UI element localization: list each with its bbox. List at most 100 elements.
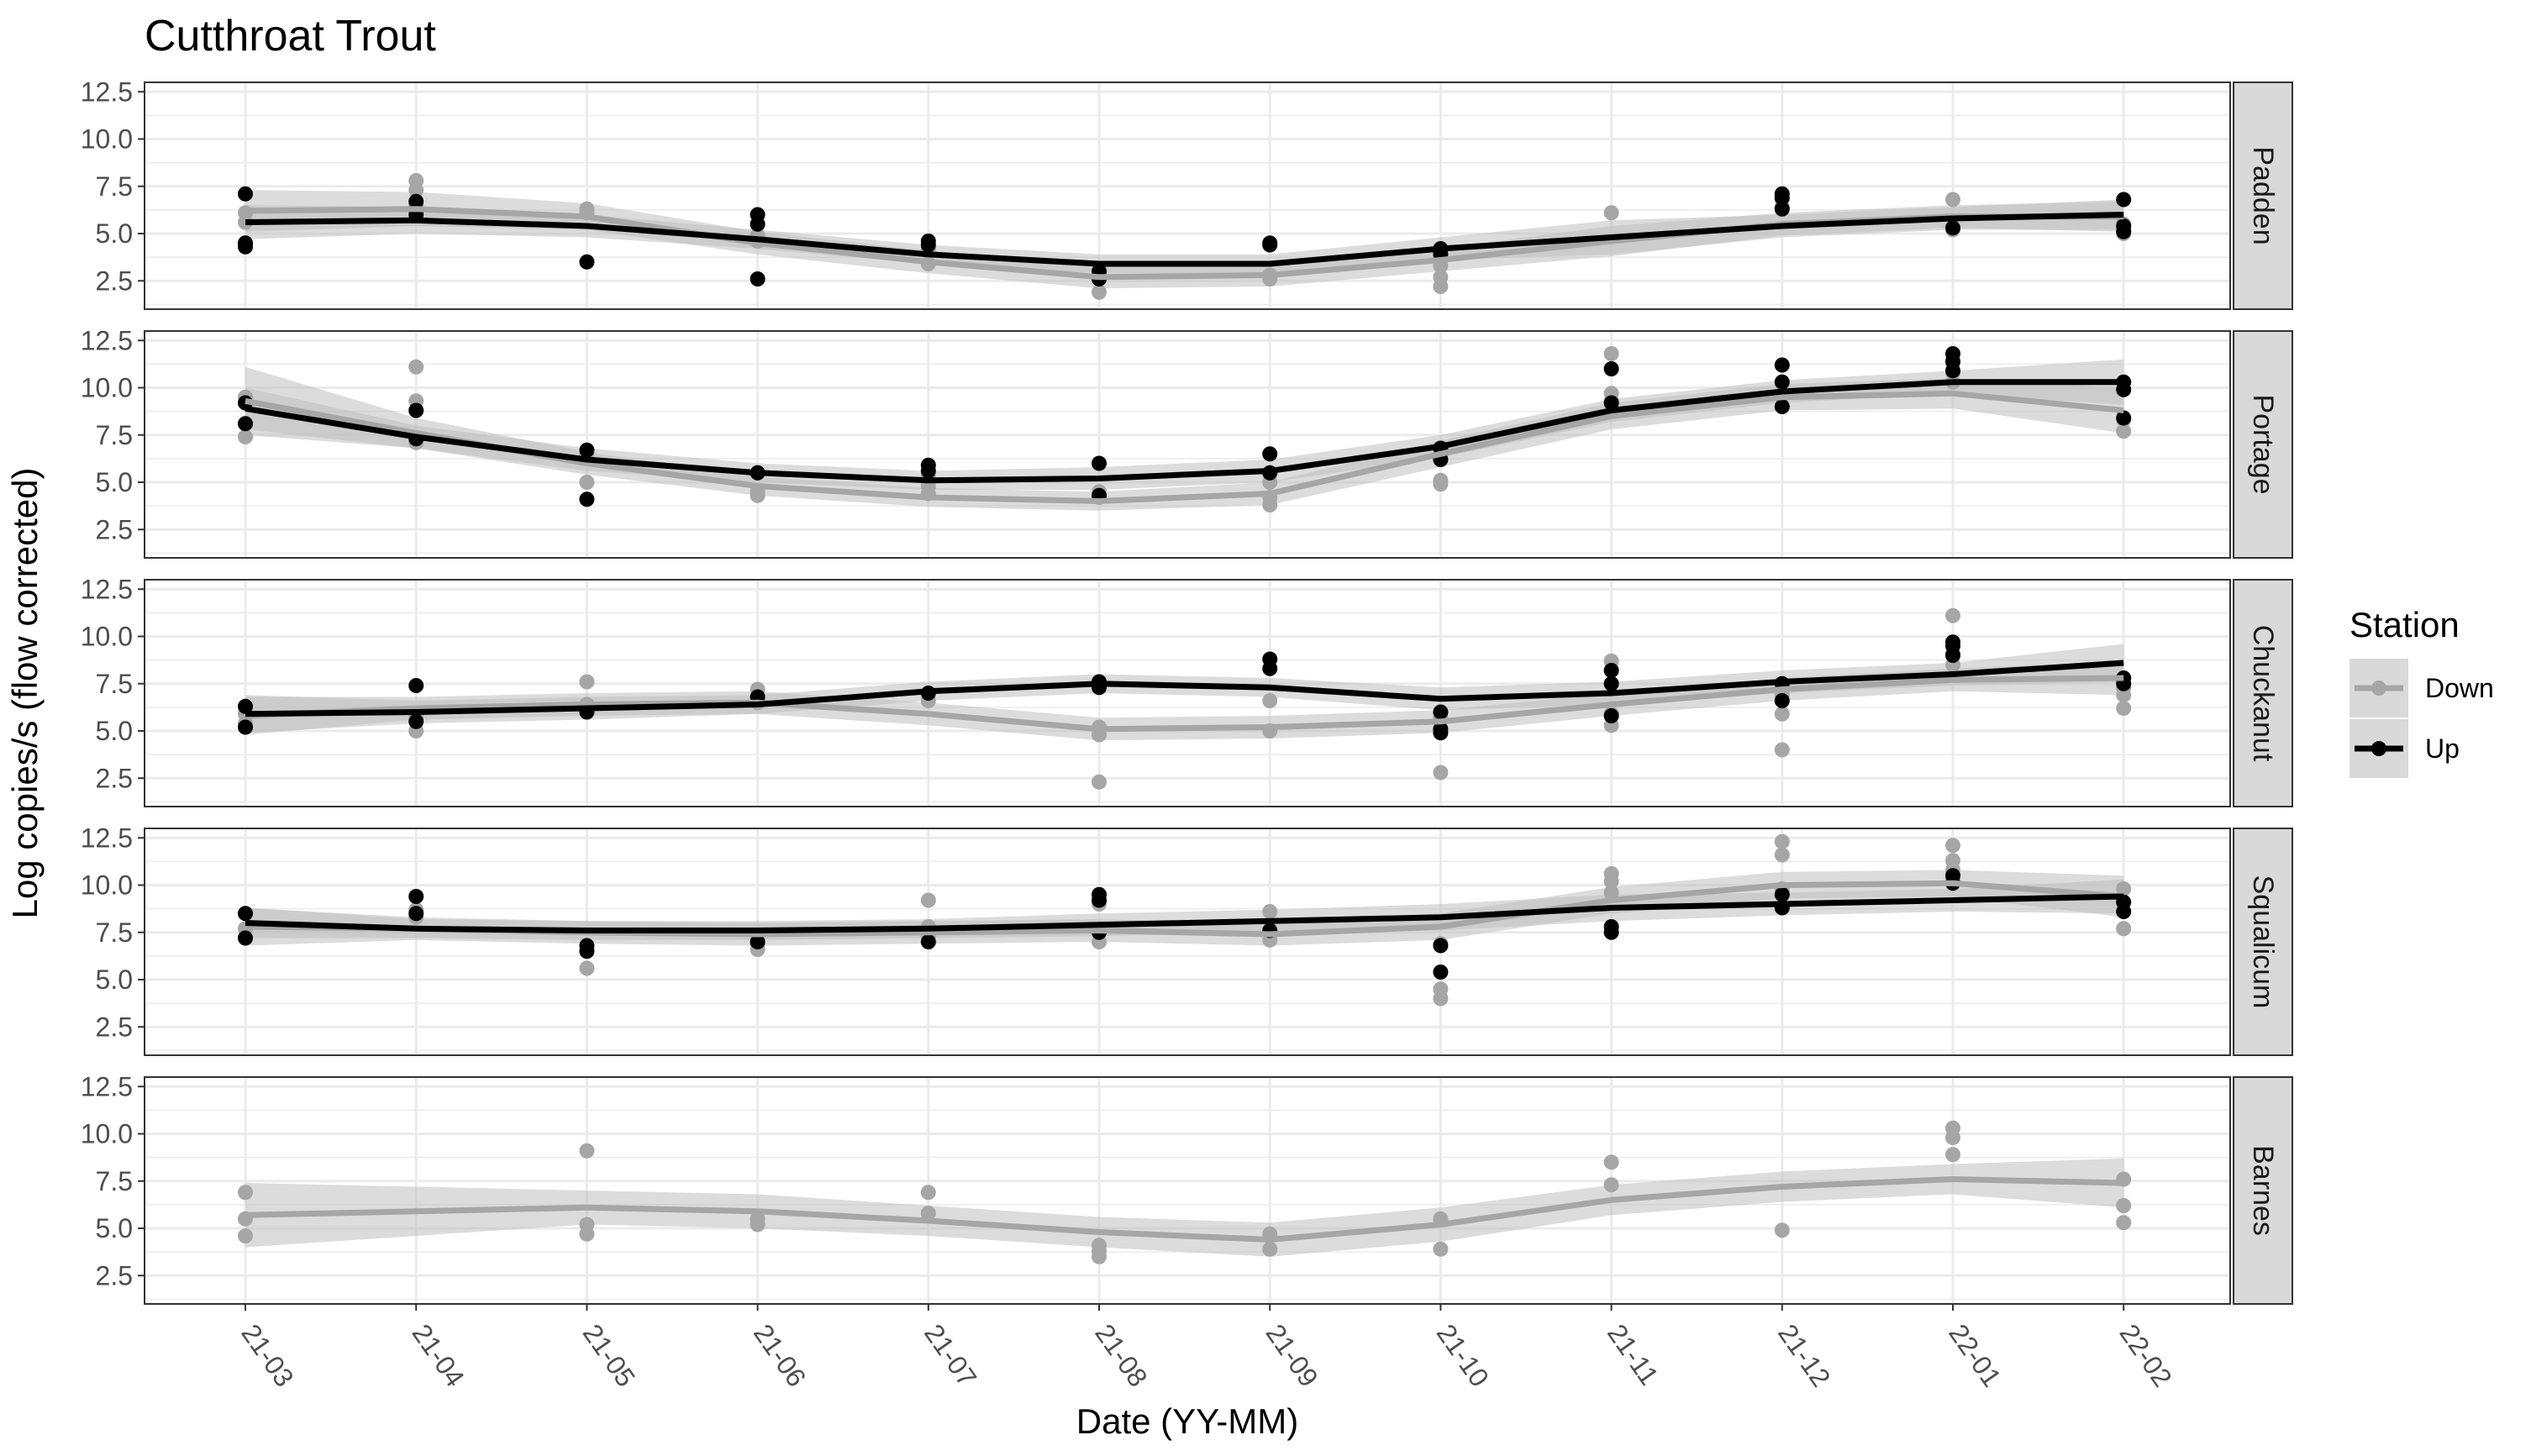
x-tick-label: 22-01 [1943,1318,2007,1392]
data-point-up [2116,223,2132,239]
data-point-up [920,934,936,949]
data-point-up [1774,357,1790,373]
data-point-down [1774,847,1790,863]
data-point-down [1603,885,1619,901]
data-point-down [579,1143,595,1159]
data-point-down [1262,1241,1278,1257]
smooth-line-up [245,660,2124,717]
y-tick-label: 7.5 [96,171,133,202]
data-point-down [2116,1215,2132,1231]
data-point-down [1945,1130,1960,1145]
data-point-up [1603,395,1619,411]
chart-title: Cutthroat Trout [145,12,436,60]
data-point-down [1774,742,1790,758]
data-point-down [1603,1154,1619,1170]
x-tick-label: 21-06 [748,1318,812,1392]
y-axis-title: Log copies/s (flow corrected) [5,468,45,919]
smooth-line-down [245,675,2124,733]
data-point-up [1262,446,1278,462]
facet-panel-padden: 2.5 5.0 7.5 10.0 12.5 Padden [81,76,2293,310]
data-point-up [1774,374,1790,390]
legend-key-point [2371,681,2386,696]
data-point-down [2116,921,2132,937]
data-point-down [1945,192,1960,208]
data-point-down [1433,279,1449,294]
data-point-up [1945,363,1960,379]
data-point-down [1433,476,1449,492]
data-point-down [1774,706,1790,722]
data-point-down [920,1185,936,1201]
data-point-down [238,1228,253,1243]
data-point-up [408,906,424,922]
data-point-up [238,906,253,922]
y-tick-label: 2.5 [96,265,133,296]
smooth-line-up [245,893,2124,933]
data-point-up [408,889,424,904]
y-tick-label: 7.5 [96,917,133,948]
facet-strip-label-chuckanut: Chuckanut [2247,625,2279,762]
legend-title: Station [2349,605,2460,644]
y-tick-label: 12.5 [81,1071,133,1101]
x-tick-label: 21-03 [235,1318,299,1392]
x-tick-label: 21-11 [1602,1318,1665,1390]
facet-strip [2233,579,2293,807]
data-point-up [1433,704,1449,720]
y-tick-label: 7.5 [96,1166,133,1196]
data-point-up [408,713,424,729]
data-point-down [2116,423,2132,439]
data-point-up [408,402,424,418]
facet-panel-barnes: 2.5 5.0 7.5 10.0 12.5 Barnes [81,1071,2293,1305]
y-tick-label: 5.0 [96,716,133,746]
facet-strip-label-padden: Padden [2247,146,2279,244]
panel-border [144,579,2231,807]
data-point-up [2116,904,2132,919]
y-tick-label: 2.5 [96,1260,133,1290]
y-tick-label: 12.5 [81,76,133,107]
data-point-down [1092,1248,1107,1264]
y-tick-label: 2.5 [96,514,133,544]
data-point-down [1945,1147,1960,1163]
x-tick-label: 21-12 [1772,1318,1836,1392]
data-point-down [2116,881,2132,896]
data-point-up [1774,190,1790,206]
confidence-band-up [245,199,2124,274]
data-point-down [1945,607,1960,623]
data-point-down [1092,284,1107,300]
y-tick-label: 5.0 [96,218,133,249]
y-tick-label: 10.0 [81,870,133,901]
data-point-up [1603,675,1619,691]
facet-strip-label-squalicum: Squalicum [2247,875,2279,1009]
data-point-up [1774,201,1790,217]
panel-border [144,330,2231,559]
x-tick-label: 21-04 [406,1318,470,1392]
data-point-down [1603,346,1619,361]
x-tick-label: 21-05 [577,1318,641,1392]
data-point-down [408,182,424,198]
facet-panel-squalicum: 2.5 5.0 7.5 10.0 12.5 Squalicum [81,823,2293,1056]
y-tick-label: 10.0 [81,622,133,652]
y-tick-label: 10.0 [81,373,133,403]
data-point-up [920,237,936,253]
data-point-down [1603,205,1619,221]
data-point-down [579,1226,595,1242]
data-point-up [238,719,253,735]
data-point-up [1433,938,1449,954]
facet-panel-chuckanut: 2.5 5.0 7.5 10.0 12.5 Chuckanut [81,574,2293,807]
data-point-down [1262,904,1278,919]
data-point-up [579,254,595,270]
data-point-down [1945,838,1960,854]
data-point-down [1433,991,1449,1007]
data-point-down [238,1185,253,1201]
data-point-up [750,271,766,286]
data-point-up [2116,381,2132,397]
smooth-line-down [245,1176,2124,1243]
data-point-up [1433,965,1449,980]
y-tick-label: 7.5 [96,669,133,699]
y-tick-label: 2.5 [96,1012,133,1042]
y-tick-label: 7.5 [96,420,133,450]
data-point-up [1603,924,1619,940]
confidence-band-up [245,359,2124,490]
data-point-down [750,487,766,503]
data-point-up [238,186,253,202]
data-point-up [1092,455,1107,471]
